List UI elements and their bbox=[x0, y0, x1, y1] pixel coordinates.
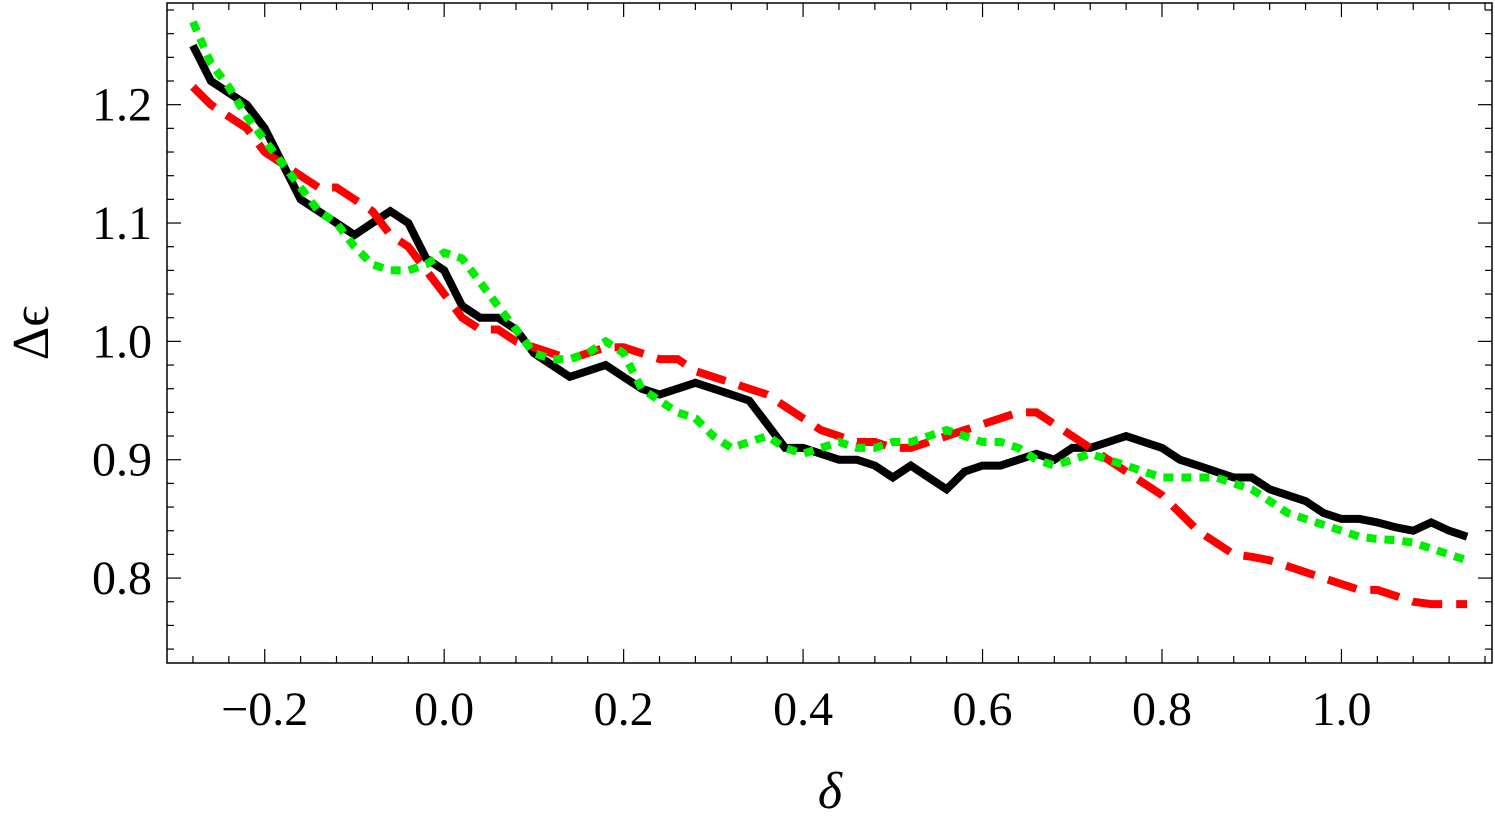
x-axis-label: δ bbox=[818, 763, 843, 817]
x-tick-label: 0.4 bbox=[773, 683, 833, 736]
tick-labels: −0.2 0.0 0.2 0.4 0.6 0.8 1.0 0.8 0.9 1.0 1.1 1.2 bbox=[92, 79, 1371, 736]
y-tick-label: 1.2 bbox=[92, 79, 152, 132]
x-tick-label: 1.0 bbox=[1311, 683, 1371, 736]
x-tick-label: −0.2 bbox=[221, 683, 308, 736]
series-line-2 bbox=[190, 84, 1468, 609]
y-tick-label: 0.9 bbox=[92, 434, 152, 487]
series-layer bbox=[189, 20, 1469, 609]
y-tick-label: 1.0 bbox=[92, 315, 152, 368]
series-line-1 bbox=[189, 43, 1469, 541]
x-tick-label: 0.2 bbox=[594, 683, 654, 736]
axis-ticks bbox=[167, 3, 1492, 663]
x-tick-label: 0.0 bbox=[414, 683, 474, 736]
series-line-3 bbox=[189, 20, 1469, 565]
plot-frame bbox=[166, 2, 1493, 664]
y-tick-label: 0.8 bbox=[92, 552, 152, 605]
y-tick-label: 1.1 bbox=[92, 197, 152, 250]
x-tick-label: 0.8 bbox=[1132, 683, 1192, 736]
x-tick-label: 0.6 bbox=[953, 683, 1013, 736]
y-axis-label: Δϵ bbox=[3, 306, 60, 361]
